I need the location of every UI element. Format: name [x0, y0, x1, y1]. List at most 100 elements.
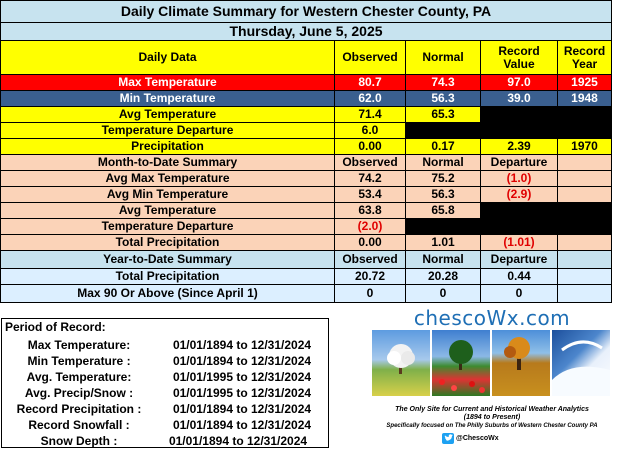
mtd-avg-min-label: Avg Min Temperature — [1, 187, 335, 203]
mtd-title: Month-to-Date Summary — [1, 155, 335, 171]
ytd-precip-normal: 20.28 — [406, 269, 481, 285]
avg-temp-observed: 71.4 — [335, 107, 406, 123]
avg-temp-blank — [481, 107, 612, 123]
precip-label: Precipitation — [1, 139, 335, 155]
mtd-precip-departure: (1.01) — [481, 235, 558, 251]
mtd-avg-min-blank — [558, 187, 612, 203]
mtd-avg-max-departure: (1.0) — [481, 171, 558, 187]
climate-table: Daily Climate Summary for Western Cheste… — [0, 0, 612, 303]
mtd-avg-max-blank — [558, 171, 612, 187]
mtd-temp-departure-observed: (2.0) — [335, 219, 406, 235]
ytd-title: Year-to-Date Summary — [1, 251, 335, 269]
temp-departure-blank — [406, 123, 612, 139]
header-daily-data: Daily Data — [1, 41, 335, 75]
mtd-avg-temp-normal: 65.8 — [406, 203, 481, 219]
mtd-header-observed: Observed — [335, 155, 406, 171]
min-temp-label: Min Temperature — [1, 91, 335, 107]
max-temp-normal: 74.3 — [406, 75, 481, 91]
ytd-header-observed: Observed — [335, 251, 406, 269]
max-temp-label: Max Temperature — [1, 75, 335, 91]
min-temp-record: 39.0 — [481, 91, 558, 107]
winter-photo — [552, 330, 610, 396]
precip-normal: 0.17 — [406, 139, 481, 155]
ytd-precip-label: Total Precipitation — [1, 269, 335, 285]
header-normal: Normal — [406, 41, 481, 75]
header-observed: Observed — [335, 41, 406, 75]
mtd-header-normal: Normal — [406, 155, 481, 171]
twitter-handle-row[interactable]: @ChescoWx — [442, 432, 499, 444]
mtd-avg-min-departure: (2.9) — [481, 187, 558, 203]
por-label: Snow Depth : — [40, 434, 118, 448]
ytd-precip-blank — [558, 269, 612, 285]
avg-temp-label: Avg Temperature — [1, 107, 335, 123]
mtd-avg-temp-observed: 63.8 — [335, 203, 406, 219]
por-value: 01/01/1995 to 12/31/2024 — [172, 370, 312, 384]
ytd-max90-blank — [558, 285, 612, 303]
ytd-precip-observed: 20.72 — [335, 269, 406, 285]
max-temp-observed: 80.7 — [335, 75, 406, 91]
mtd-precip-label: Total Precipitation — [1, 235, 335, 251]
twitter-handle: @ChescoWx — [456, 434, 499, 442]
por-value: 01/01/1894 to 12/31/2024 — [172, 402, 312, 416]
period-of-record-title: Period of Record: — [5, 320, 106, 334]
autumn-photo — [492, 330, 550, 396]
mtd-avg-max-label: Avg Max Temperature — [1, 171, 335, 187]
mtd-header-blank — [558, 155, 612, 171]
precip-year: 1970 — [558, 139, 612, 155]
mtd-temp-departure-blank — [406, 219, 612, 235]
min-temp-normal: 56.3 — [406, 91, 481, 107]
ytd-max90-departure: 0 — [481, 285, 558, 303]
ytd-header-departure: Departure — [481, 251, 558, 269]
temp-departure-observed: 6.0 — [335, 123, 406, 139]
ytd-max90-label: Max 90 Or Above (Since April 1) — [1, 285, 335, 303]
summer-photo — [432, 330, 490, 396]
header-record-value: Record Value — [481, 41, 558, 75]
avg-temp-normal: 65.3 — [406, 107, 481, 123]
max-temp-record: 97.0 — [481, 75, 558, 91]
mtd-avg-max-observed: 74.2 — [335, 171, 406, 187]
por-label: Max Temperature: — [27, 338, 131, 352]
winter-snow-icon — [552, 340, 610, 396]
por-label: Min Temperature : — [27, 354, 131, 368]
por-label: Avg. Precip/Snow : — [24, 386, 134, 400]
mtd-avg-temp-blank — [481, 203, 612, 219]
chescowx-logo[interactable]: chescoWx.com The Only Si — [366, 306, 618, 449]
min-temp-observed: 62.0 — [335, 91, 406, 107]
mtd-header-departure: Departure — [481, 155, 558, 171]
spring-photo — [372, 330, 430, 396]
header-record-year: Record Year — [558, 41, 612, 75]
por-value: 01/01/1995 to 12/31/2024 — [172, 386, 312, 400]
temp-departure-label: Temperature Departure — [1, 123, 335, 139]
precip-observed: 0.00 — [335, 139, 406, 155]
mtd-precip-observed: 0.00 — [335, 235, 406, 251]
logo-tagline-years: (1894 to Present) — [463, 414, 521, 421]
mtd-avg-temp-label: Avg Temperature — [1, 203, 335, 219]
table-title: Daily Climate Summary for Western Cheste… — [1, 1, 612, 23]
ytd-header-blank — [558, 251, 612, 269]
por-value: 01/01/1894 to 12/31/2024 — [172, 418, 312, 432]
summer-tree-icon — [439, 340, 485, 393]
por-value: 01/01/1894 to 12/31/2024 — [168, 434, 308, 448]
logo-tagline-focus: Specifically focused on The Philly Subur… — [386, 423, 598, 429]
mtd-temp-departure-label: Temperature Departure — [1, 219, 335, 235]
twitter-bird-icon — [442, 432, 454, 444]
mtd-avg-min-observed: 53.4 — [335, 187, 406, 203]
min-temp-year: 1948 — [558, 91, 612, 107]
por-value: 01/01/1894 to 12/31/2024 — [172, 354, 312, 368]
max-temp-year: 1925 — [558, 75, 612, 91]
por-value: 01/01/1894 to 12/31/2024 — [172, 338, 312, 352]
logo-name: chescoWx.com — [413, 306, 571, 330]
logo-tagline-main: The Only Site for Current and Historical… — [395, 406, 589, 413]
table-date: Thursday, June 5, 2025 — [1, 23, 612, 41]
precip-record: 2.39 — [481, 139, 558, 155]
spring-tree-icon — [387, 344, 415, 374]
mtd-avg-min-normal: 56.3 — [406, 187, 481, 203]
ytd-precip-departure: 0.44 — [481, 269, 558, 285]
por-label: Avg. Temperature: — [26, 370, 132, 384]
mtd-precip-blank — [558, 235, 612, 251]
ytd-max90-normal: 0 — [406, 285, 481, 303]
por-label: Record Snowfall : — [28, 418, 130, 432]
autumn-tree-icon — [504, 337, 530, 370]
mtd-precip-normal: 1.01 — [406, 235, 481, 251]
period-of-record-box: Period of Record: Max Temperature: 01/01… — [1, 318, 329, 448]
